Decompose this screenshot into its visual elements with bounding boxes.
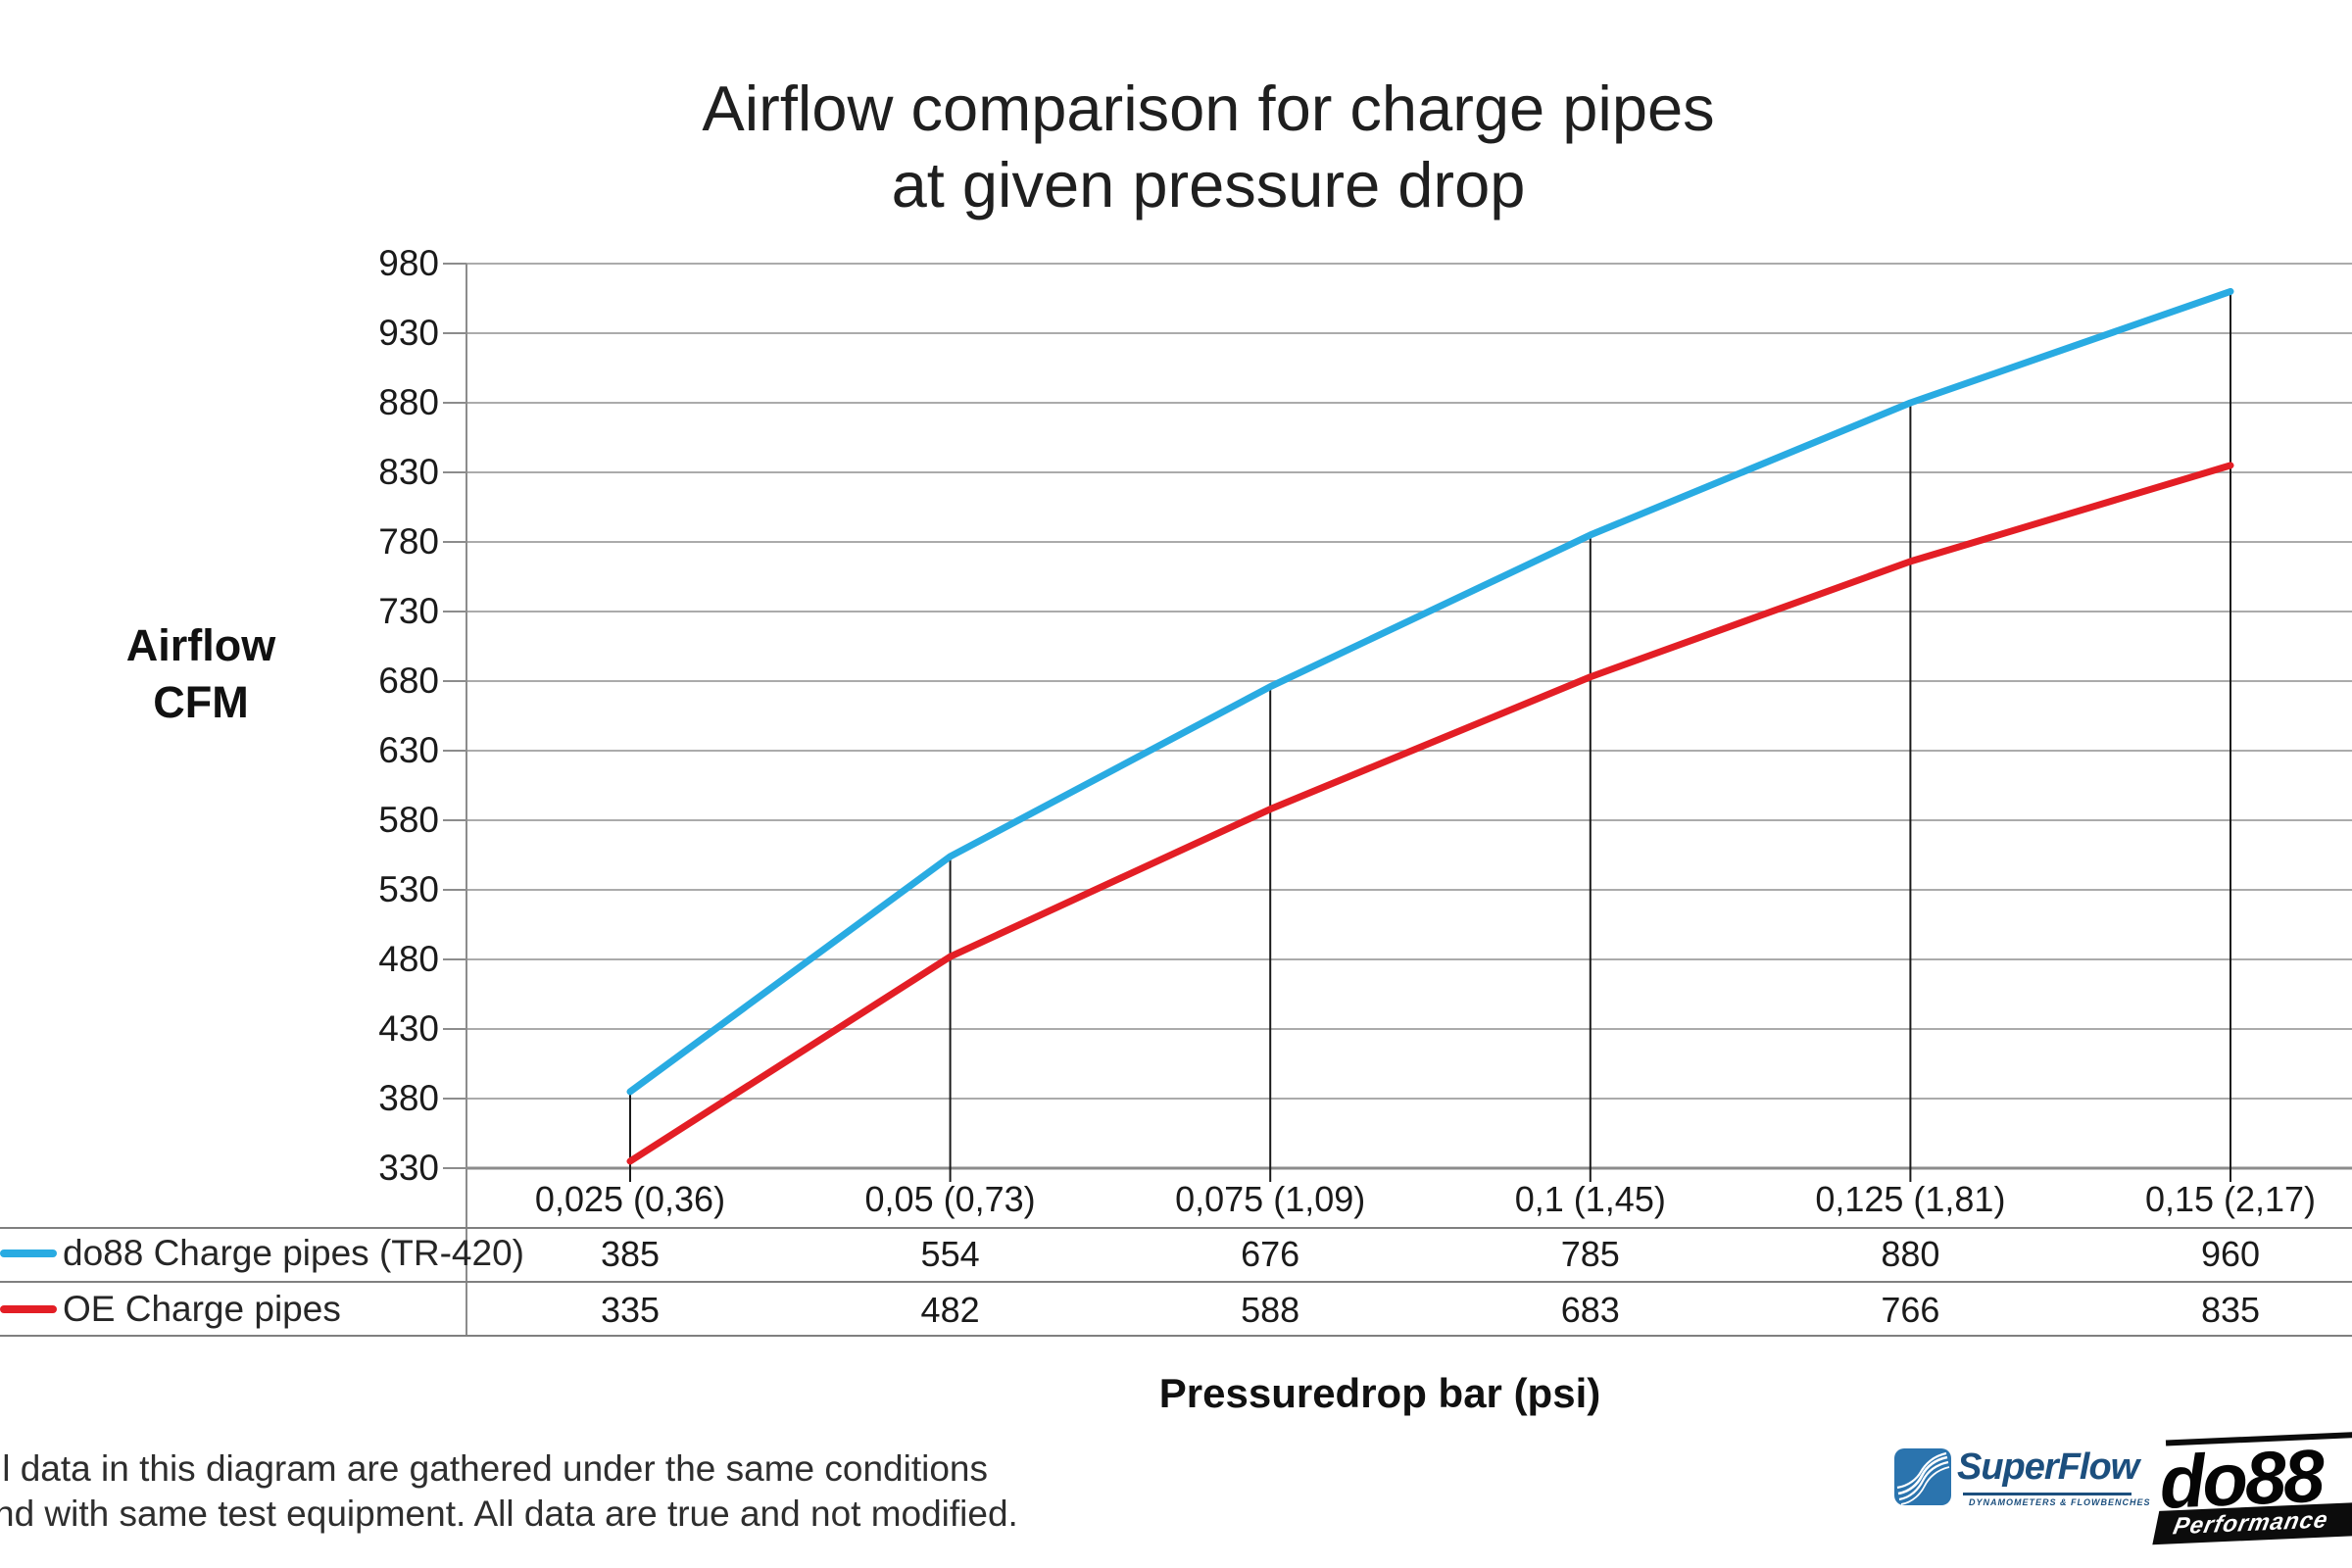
y-axis-label-line2: CFM (153, 677, 249, 727)
legend-swatch-do88 (0, 1250, 57, 1257)
table-value-do88-1: 554 (920, 1234, 980, 1274)
y-tick-label-330: 330 (378, 1148, 439, 1188)
superflow-logo: SuperFlow DYNAMOMETERS & FLOWBENCHES (1894, 1441, 2218, 1534)
table-value-do88-3: 785 (1560, 1234, 1620, 1274)
chart-title-line2: at given pressure drop (891, 149, 1526, 220)
y-tick-label-680: 680 (378, 661, 439, 701)
legend-swatch-oe (0, 1305, 57, 1313)
table-value-oe-4: 766 (1881, 1290, 1940, 1330)
y-axis-label: Airflow CFM (39, 617, 363, 731)
y-tick-label-480: 480 (378, 939, 439, 979)
x-category-label-2: 0,075 (1,09) (1175, 1179, 1366, 1219)
table-value-oe-5: 835 (2200, 1290, 2261, 1330)
table-value-oe-1: 482 (920, 1290, 980, 1330)
legend-label-oe: OE Charge pipes (63, 1289, 341, 1329)
y-tick-label-830: 830 (378, 452, 439, 492)
y-tick-label-780: 780 (378, 521, 439, 562)
table-value-do88-0: 385 (600, 1234, 661, 1274)
y-tick-label-580: 580 (378, 800, 439, 840)
x-category-label-4: 0,125 (1,81) (1815, 1179, 2006, 1219)
chart-title-line1: Airflow comparison for charge pipes (702, 73, 1715, 144)
series-line-do88 (626, 287, 2234, 1096)
superflow-logo-rule (1963, 1493, 2132, 1495)
x-category-label-0: 0,025 (0,36) (534, 1179, 726, 1219)
y-tick-label-530: 530 (378, 869, 439, 909)
footer-note-line1: ll data in this diagram are gathered und… (0, 1448, 988, 1489)
y-tick-label-430: 430 (378, 1008, 439, 1049)
y-tick-label-380: 380 (378, 1078, 439, 1118)
table-value-oe-3: 683 (1560, 1290, 1620, 1330)
superflow-icon (1894, 1448, 1951, 1505)
do88-logo: do88 Performance (2151, 1417, 2352, 1551)
table-value-do88-4: 880 (1881, 1234, 1940, 1274)
legend-label-do88: do88 Charge pipes (TR-420) (63, 1233, 524, 1273)
y-tick-label-630: 630 (378, 730, 439, 770)
y-tick-label-980: 980 (378, 243, 439, 283)
x-category-label-1: 0,05 (0,73) (864, 1179, 1036, 1219)
table-value-oe-0: 335 (600, 1290, 661, 1330)
y-tick-label-730: 730 (378, 591, 439, 631)
footer-note-line2: nd with same test equipment. All data ar… (0, 1494, 1018, 1534)
superflow-logo-text: SuperFlow (1957, 1446, 2139, 1488)
y-tick-label-880: 880 (378, 382, 439, 422)
table-value-do88-5: 960 (2200, 1234, 2261, 1274)
y-axis-label-line1: Airflow (125, 620, 276, 670)
series-line-oe (626, 462, 2234, 1165)
table-value-oe-2: 588 (1241, 1290, 1300, 1330)
x-category-label-5: 0,15 (2,17) (2144, 1179, 2317, 1219)
superflow-logo-subtext: DYNAMOMETERS & FLOWBENCHES (1969, 1497, 2151, 1507)
y-tick-label-930: 930 (378, 313, 439, 353)
table-value-do88-2: 676 (1241, 1234, 1300, 1274)
x-axis-label: Pressuredrop bar (psi) (1158, 1370, 1601, 1416)
x-category-label-3: 0,1 (1,45) (1514, 1179, 1666, 1219)
